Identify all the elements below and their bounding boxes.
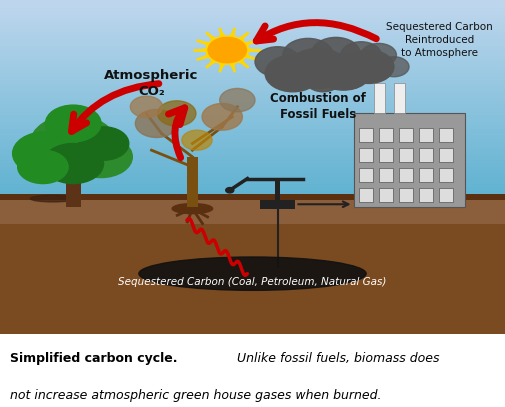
Circle shape xyxy=(283,38,333,72)
Circle shape xyxy=(312,37,360,70)
Circle shape xyxy=(208,37,246,63)
Bar xyxy=(187,157,198,207)
Circle shape xyxy=(182,130,212,150)
Circle shape xyxy=(70,136,132,177)
Bar xyxy=(379,148,393,162)
Bar xyxy=(359,188,373,202)
Ellipse shape xyxy=(139,257,366,290)
Bar xyxy=(419,168,433,182)
Circle shape xyxy=(43,144,104,184)
Circle shape xyxy=(18,150,68,184)
Polygon shape xyxy=(197,55,209,59)
Bar xyxy=(359,128,373,142)
Circle shape xyxy=(220,88,255,112)
Text: Simplified carbon cycle.: Simplified carbon cycle. xyxy=(10,352,178,365)
Polygon shape xyxy=(245,41,257,46)
Polygon shape xyxy=(220,29,225,37)
Circle shape xyxy=(316,53,371,90)
Circle shape xyxy=(45,105,101,142)
Polygon shape xyxy=(238,33,248,40)
Circle shape xyxy=(361,44,396,67)
Polygon shape xyxy=(220,63,225,71)
Bar xyxy=(419,128,433,142)
Polygon shape xyxy=(229,29,235,37)
Text: Sequestered Carbon
Reintroduced
to Atmosphere: Sequestered Carbon Reintroduced to Atmos… xyxy=(386,22,493,58)
Polygon shape xyxy=(194,48,206,52)
Circle shape xyxy=(30,115,116,172)
Ellipse shape xyxy=(172,204,213,214)
Text: Sequestered Carbon (Coal, Petroleum, Natural Gas): Sequestered Carbon (Coal, Petroleum, Nat… xyxy=(118,277,387,287)
Bar xyxy=(394,83,405,114)
Bar xyxy=(379,128,393,142)
Circle shape xyxy=(130,96,163,118)
Polygon shape xyxy=(245,55,257,59)
Text: not increase atmospheric green house gases when burned.: not increase atmospheric green house gas… xyxy=(10,389,382,402)
Circle shape xyxy=(265,55,321,92)
Bar xyxy=(359,148,373,162)
Bar xyxy=(379,188,393,202)
Bar xyxy=(439,128,453,142)
Circle shape xyxy=(343,50,394,83)
Polygon shape xyxy=(249,48,260,52)
Bar xyxy=(399,148,413,162)
Circle shape xyxy=(135,109,178,138)
Polygon shape xyxy=(0,194,505,200)
Circle shape xyxy=(13,132,78,175)
Bar xyxy=(439,168,453,182)
Circle shape xyxy=(78,127,129,160)
Circle shape xyxy=(255,47,300,77)
Ellipse shape xyxy=(30,195,76,202)
Bar xyxy=(374,83,385,114)
Bar xyxy=(260,200,295,208)
Bar xyxy=(359,168,373,182)
Bar xyxy=(399,168,413,182)
Bar xyxy=(354,114,465,207)
Bar xyxy=(399,188,413,202)
Polygon shape xyxy=(0,223,505,334)
Text: Combustion of
Fossil Fuels: Combustion of Fossil Fuels xyxy=(270,92,366,121)
Circle shape xyxy=(202,103,242,130)
Bar xyxy=(419,188,433,202)
Circle shape xyxy=(306,68,341,92)
Bar xyxy=(399,128,413,142)
Polygon shape xyxy=(207,60,216,67)
Circle shape xyxy=(158,101,196,126)
Circle shape xyxy=(226,188,234,193)
Bar xyxy=(379,168,393,182)
Text: Atmospheric
CO₂: Atmospheric CO₂ xyxy=(105,69,198,98)
Polygon shape xyxy=(207,33,216,40)
Bar xyxy=(439,188,453,202)
Circle shape xyxy=(332,68,365,89)
Polygon shape xyxy=(229,63,235,71)
Circle shape xyxy=(206,36,248,64)
Bar xyxy=(275,179,280,208)
Circle shape xyxy=(341,42,381,68)
Polygon shape xyxy=(0,194,505,223)
Polygon shape xyxy=(238,60,248,67)
Circle shape xyxy=(379,57,409,77)
Polygon shape xyxy=(197,41,209,46)
Bar xyxy=(439,148,453,162)
Text: Unlike fossil fuels, biomass does: Unlike fossil fuels, biomass does xyxy=(237,352,440,365)
Bar xyxy=(419,148,433,162)
Bar xyxy=(66,170,81,207)
Circle shape xyxy=(288,48,348,88)
